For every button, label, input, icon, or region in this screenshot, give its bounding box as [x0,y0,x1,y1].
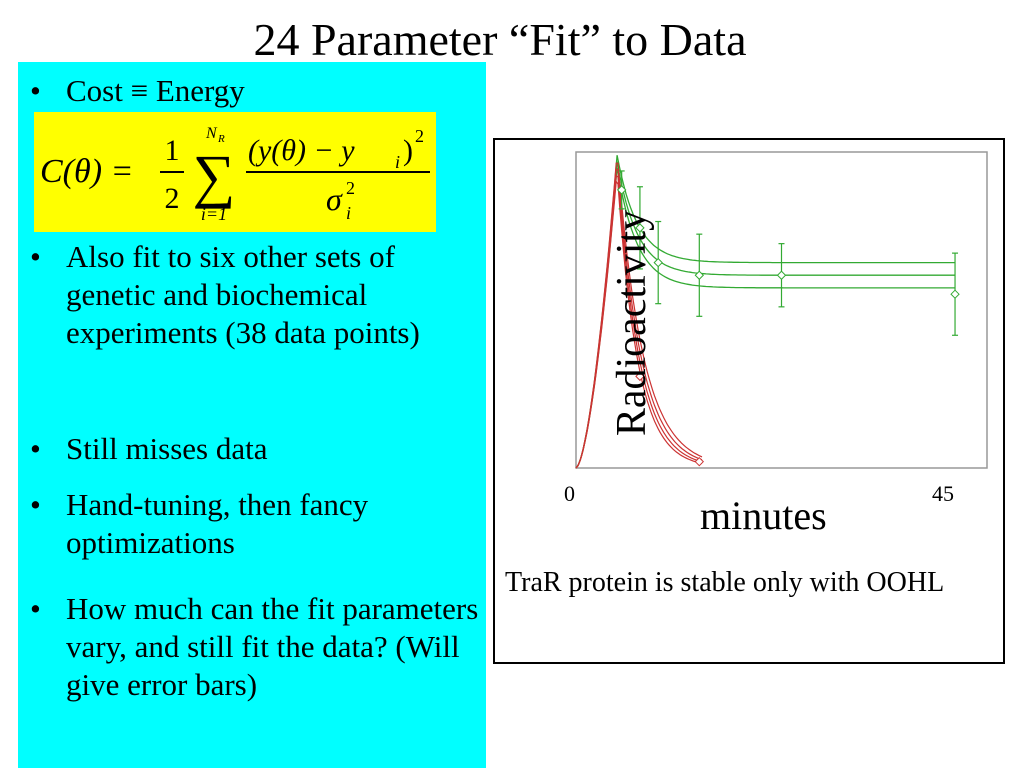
plot-area [575,151,988,469]
bullet-text: Hand-tuning, then fancy optimizations [66,487,369,560]
formula-numerator-sub: i [395,152,400,172]
chart-frame [493,138,1005,664]
green-data-point-2 [653,257,663,268]
bullet-item-cost: • Cost ≡ Energy [30,72,480,110]
sum-upper: N [205,125,218,142]
formula-denominator: σ [326,181,343,217]
x-tick-label-0: 0 [564,481,575,506]
bullet-text: Still misses data [66,431,268,466]
formula-denominator-pow: 2 [346,178,355,198]
red-data-point-0 [635,371,645,382]
formula-half-numerator: 1 [165,134,180,167]
bullet-text: How much can the fit parameters vary, an… [66,591,479,702]
chart-caption: TraR protein is stable only with OOHL [505,567,945,598]
green-fit-curve-1 [575,161,955,469]
bullet-item-parameters-vary: • How much can the fit parameters vary, … [30,590,480,704]
bullet-dot: • [30,487,41,522]
bullet-item-misses-data: • Still misses data [30,430,480,468]
slide-title: 24 Parameter “Fit” to Data [253,14,747,65]
y-axis-label: Radioactivity [609,209,655,437]
sum-upper-sub: R [217,133,225,145]
bullet-panel: • Cost ≡ Energy C(θ) = 1 2 ∑ N R i=1 (y(… [18,62,486,768]
red-data-point-1 [694,456,705,467]
formula-numerator: (y(θ) − y [248,134,355,167]
green-fit-curve-2 [575,167,955,469]
formula-half-denominator: 2 [165,182,180,215]
bullet-item-other-sets: • Also fit to six other sets of genetic … [30,238,480,352]
formula-numerator-close: ) [403,134,413,167]
bullet-text: Cost ≡ Energy [66,73,245,108]
green-data-point-1 [635,223,645,233]
sum-lower: i=1 [201,204,227,224]
bullet-dot: • [30,591,41,626]
formula-lhs: C(θ) = [40,153,133,190]
x-axis-label: minutes [700,493,827,538]
formula-denominator-sub: i [346,203,351,223]
red-fit-curve-3 [575,179,703,469]
formula-numerator-pow: 2 [415,126,424,146]
green-data-point-0 [616,185,627,195]
green-data-point-5 [950,289,960,299]
cost-formula: C(θ) = 1 2 ∑ N R i=1 (y(θ) − y i ) 2 σ i… [34,112,436,232]
green-data-point-4 [776,270,787,280]
bullet-item-hand-tuning: • Hand-tuning, then fancy optimizations [30,486,480,562]
sum-icon: ∑ [193,143,236,209]
bullet-dot: • [30,239,41,274]
bullet-text: Also fit to six other sets of genetic an… [66,239,420,350]
green-data-point-3 [694,270,705,280]
bullet-dot: • [30,73,41,108]
x-tick-label-45: 45 [932,481,954,506]
bullet-dot: • [30,431,41,466]
